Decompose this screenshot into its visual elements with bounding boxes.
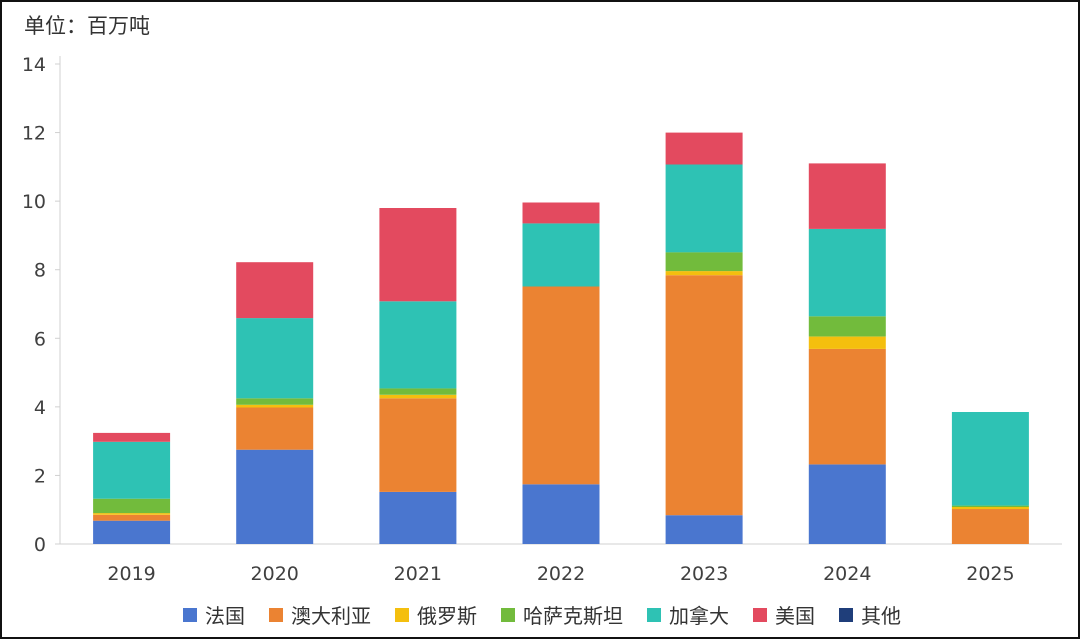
bar-segment	[522, 484, 600, 544]
bar-segment	[379, 491, 457, 544]
legend-item: 澳大利亚	[269, 600, 371, 629]
bar-segment	[93, 498, 171, 514]
legend-swatch	[395, 607, 409, 622]
bar-segment	[951, 505, 1029, 507]
x-tick-label: 2022	[537, 563, 585, 585]
bar-segment	[236, 398, 314, 405]
x-tick-label: 2025	[966, 563, 1014, 585]
bar-segment	[236, 449, 314, 544]
bar-segment	[379, 394, 457, 399]
y-tick-label: 6	[34, 328, 46, 350]
unit-label: 单位：百万吨	[24, 14, 150, 38]
y-tick-label: 0	[34, 534, 46, 556]
bar-segment	[236, 318, 314, 399]
legend-label: 其他	[861, 604, 901, 628]
bar-segment	[808, 348, 886, 465]
y-tick-label: 2	[34, 465, 46, 487]
x-tick-label: 2021	[394, 563, 442, 585]
chart-legend: 法国 澳大利亚 俄罗斯 哈萨克斯坦 加拿大 美国 其他	[2, 600, 1080, 629]
legend-swatch	[183, 607, 197, 622]
bar-segment	[236, 404, 314, 408]
y-tick-label: 4	[34, 397, 46, 419]
bar-segment	[665, 271, 743, 276]
legend-item: 哈萨克斯坦	[501, 600, 623, 629]
legend-item: 俄罗斯	[395, 600, 477, 629]
bar-segment	[379, 398, 457, 492]
x-tick-label: 2023	[680, 563, 728, 585]
bar-segment	[93, 520, 171, 544]
bar-segment	[379, 208, 457, 302]
legend-label: 澳大利亚	[291, 604, 371, 628]
x-tick-label: 2019	[107, 563, 155, 585]
bar-segment	[951, 412, 1029, 506]
bar-segment	[522, 223, 600, 287]
bar-segment	[93, 441, 171, 499]
bar-segment	[236, 407, 314, 450]
bar-segment	[379, 301, 457, 389]
y-tick-label: 8	[34, 260, 46, 282]
x-tick-label: 2024	[823, 563, 871, 585]
legend-label: 美国	[775, 604, 815, 628]
bar-segment	[665, 132, 743, 165]
bar-segment	[951, 507, 1029, 510]
bar-segment	[808, 464, 886, 544]
legend-swatch	[647, 607, 661, 622]
stacked-bar-chart: 0 2 4 6 8 10 12 14 2019 2020 2021 2022 2023 2024 2025	[22, 54, 1062, 585]
bar-segment	[236, 262, 314, 319]
bar-segment	[808, 316, 886, 337]
legend-label: 俄罗斯	[417, 604, 477, 628]
bar-segment	[93, 514, 171, 521]
legend-item: 法国	[183, 600, 245, 629]
legend-swatch	[839, 607, 853, 622]
bar-segment	[93, 513, 171, 515]
legend-item: 其他	[839, 600, 901, 629]
y-tick-label: 12	[22, 123, 46, 145]
y-tick-label: 14	[22, 54, 46, 76]
bar-segment	[951, 509, 1029, 544]
legend-label: 哈萨克斯坦	[523, 604, 623, 628]
bar-segment	[93, 432, 171, 442]
bar-segment	[808, 228, 886, 317]
bar-segment	[522, 286, 600, 485]
bar-segment	[808, 336, 886, 349]
y-tick-label: 10	[22, 191, 46, 213]
x-tick-label: 2020	[251, 563, 299, 585]
bar-segment	[665, 275, 743, 516]
legend-item: 美国	[753, 600, 815, 629]
bar-segment	[665, 515, 743, 544]
legend-label: 法国	[205, 604, 245, 628]
bar-segment	[665, 252, 743, 272]
bar-segment	[808, 163, 886, 229]
legend-swatch	[501, 607, 515, 622]
bar-segment	[522, 202, 600, 224]
bar-segment	[379, 388, 457, 395]
legend-item: 加拿大	[647, 600, 729, 629]
legend-label: 加拿大	[669, 604, 729, 628]
bar-segment	[665, 164, 743, 253]
legend-swatch	[269, 607, 283, 622]
legend-swatch	[753, 607, 767, 622]
